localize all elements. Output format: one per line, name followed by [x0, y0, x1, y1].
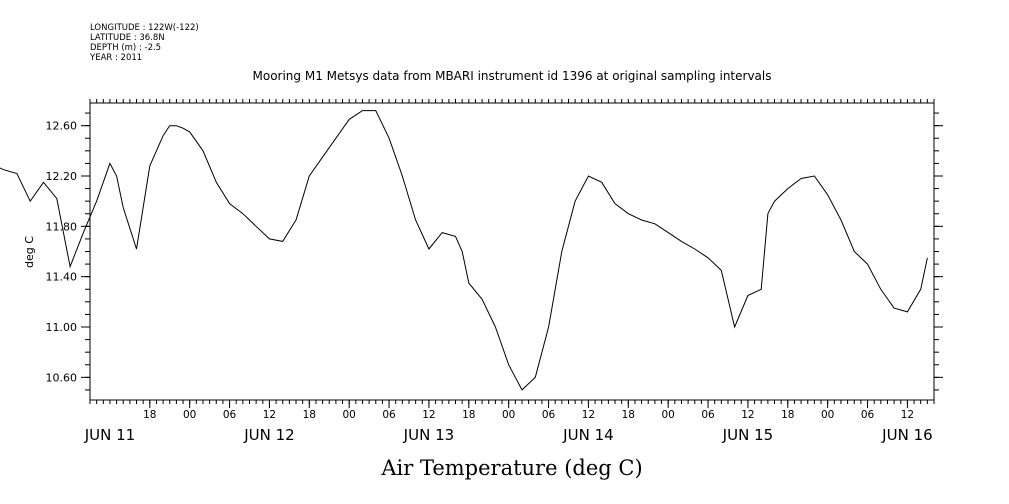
x-day-label: JUN 16 [881, 426, 932, 444]
x-hour-label: 12 [741, 409, 754, 421]
plot-frame [89, 102, 935, 401]
x-hour-label: 12 [422, 409, 435, 421]
y-tick-label: 10.60 [46, 371, 78, 384]
meta-depth: DEPTH (m) : -2.5 [90, 43, 161, 53]
x-hour-label: 00 [342, 409, 355, 421]
meta-block: LONGITUDE : 122W(-122) LATITUDE : 36.8N … [89, 23, 199, 63]
x-day-label: JUN 13 [403, 426, 454, 444]
x-hour-label: 06 [382, 409, 396, 421]
x-hour-label: 12 [582, 409, 595, 421]
y-tick-label: 11.40 [46, 271, 78, 284]
x-day-label: JUN 12 [243, 426, 294, 444]
x-hour-label: 06 [701, 409, 715, 421]
x-hour-label: 00 [183, 409, 196, 421]
x-day-label: JUN 14 [562, 426, 613, 444]
x-hour-label: 18 [781, 409, 794, 421]
meta-latitude: LATITUDE : 36.8N [90, 33, 165, 43]
meta-year: YEAR : 2011 [89, 53, 142, 63]
x-hour-label: 18 [622, 409, 635, 421]
series-line-air-temperature [0, 110, 928, 391]
y-tick-label: 11.00 [46, 321, 78, 334]
x-hour-label: 12 [263, 409, 276, 421]
x-hour-label: 06 [542, 409, 556, 421]
x-axis-label: Air Temperature (deg C) [380, 456, 642, 480]
y-axis: 10.60 11.00 11.40 11.80 12.20 12.60 [46, 120, 943, 384]
x-hour-label: 06 [861, 409, 875, 421]
x-hour-label: 12 [901, 409, 914, 421]
x-day-label: JUN 15 [722, 426, 773, 444]
y-axis-label: deg C [23, 236, 36, 268]
chart-title: Mooring M1 Metsys data from MBARI instru… [253, 69, 772, 83]
x-hour-label: 18 [462, 409, 475, 421]
x-hour-label: 00 [661, 409, 674, 421]
x-hour-label: 00 [502, 409, 515, 421]
meta-longitude: LONGITUDE : 122W(-122) [90, 23, 199, 33]
x-day-label: JUN 11 [84, 426, 135, 444]
x-axis: 18 00 06 12 18 00 06 12 18 00 06 12 18 00 06 12 18 00 06 12… [84, 400, 933, 444]
x-hour-label: 18 [303, 409, 316, 421]
x-hour-label: 06 [223, 409, 237, 421]
y-tick-label: 12.20 [46, 170, 78, 183]
y-tick-label: 11.80 [46, 220, 78, 233]
minor-ticks [85, 99, 939, 404]
x-hour-label: 00 [821, 409, 834, 421]
y-tick-label: 12.60 [46, 120, 78, 133]
x-hour-label: 18 [143, 409, 156, 421]
